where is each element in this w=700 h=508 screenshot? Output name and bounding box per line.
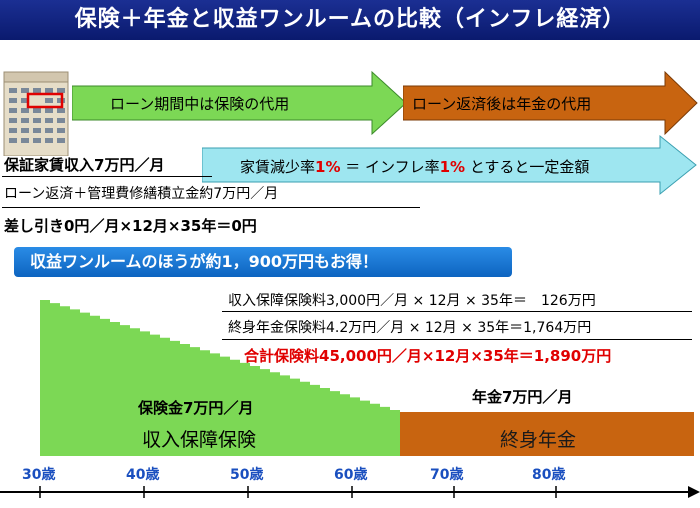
income-protection-premium: 収入保障保険料3,000円／月 × 12月 × 35年＝ 126万円 <box>228 293 596 309</box>
axis-tick-label: 40歳 <box>126 467 160 483</box>
axis-tick-label: 70歳 <box>430 467 464 483</box>
arrow-loan-period <box>72 70 407 136</box>
loan-expense-text: ローン返済＋管理費修繕積立金約7万円／月 <box>4 186 279 202</box>
savings-banner: 収益ワンルームのほうが約1，900万円もお得！ <box>14 247 512 277</box>
lifetime-pension-premium: 終身年金保険料4.2万円／月 × 12月 × 35年＝1,764万円 <box>228 320 592 336</box>
divider <box>222 339 692 340</box>
pension-name-label: 終身年金 <box>500 429 577 451</box>
arrow-loan-period-label: ローン期間中は保険の代用 <box>110 95 290 113</box>
arrow-rent-constant <box>202 134 697 196</box>
divider <box>2 207 420 208</box>
arrow-rent-constant-label: 家賃減少率1% ＝ インフレ率1% とすると一定金額 <box>240 158 590 176</box>
axis-tick-label: 50歳 <box>230 467 264 483</box>
pension-block <box>400 412 694 456</box>
pension-amount-label: 年金7万円／月 <box>472 388 573 406</box>
insurance-coverage-area <box>40 300 694 456</box>
building-icon <box>3 71 69 156</box>
arrow-after-loan-label: ローン返済後は年金の代用 <box>412 95 592 113</box>
insurance-name-label: 収入保障保険 <box>142 429 257 451</box>
page-title: 保険＋年金と収益ワンルームの比較（インフレ経済） <box>0 0 700 40</box>
arrow-after-loan <box>403 70 698 136</box>
divider <box>222 311 692 312</box>
insurance-amount-label: 保険金7万円／月 <box>138 399 254 417</box>
total-premium: 合計保険料45,000円／月×12月×35年＝1,890万円 <box>244 347 612 365</box>
age-axis <box>0 486 700 498</box>
income-rent-text: 保証家賃収入7万円／月 <box>4 156 165 174</box>
divider <box>2 176 212 177</box>
axis-tick-label: 30歳 <box>22 467 56 483</box>
axis-tick-label: 80歳 <box>532 467 566 483</box>
net-zero-text: 差し引き0円／月×12月×35年＝0円 <box>4 217 257 235</box>
axis-tick-label: 60歳 <box>334 467 368 483</box>
